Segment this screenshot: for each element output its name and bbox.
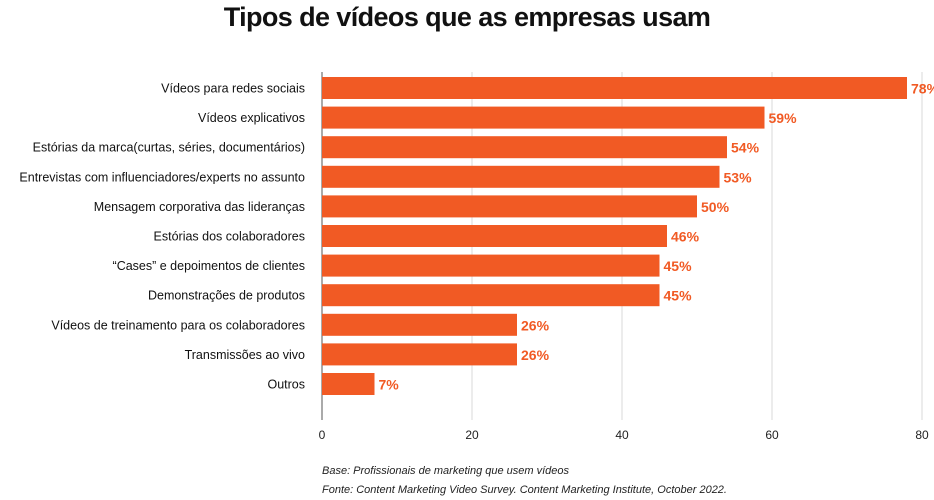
bar bbox=[322, 313, 517, 336]
category-label: Entrevistas com influenciadores/experts … bbox=[19, 170, 305, 184]
bar bbox=[322, 136, 727, 159]
data-label: 26% bbox=[521, 317, 550, 333]
note-base: Base: Profissionais de marketing que use… bbox=[322, 465, 570, 477]
data-label: 45% bbox=[664, 288, 693, 304]
data-label: 54% bbox=[731, 140, 760, 156]
data-label: 50% bbox=[701, 199, 730, 215]
category-label: Estórias dos colaboradores bbox=[154, 230, 305, 244]
data-label: 45% bbox=[664, 258, 693, 274]
bar bbox=[322, 373, 375, 395]
category-label: Estórias da marca(curtas, séries, docume… bbox=[33, 141, 305, 155]
x-tick-label: 60 bbox=[765, 428, 779, 442]
chart-title: Tipos de vídeos que as empresas usam bbox=[223, 2, 711, 32]
category-label: Mensagem corporativa das lideranças bbox=[94, 200, 305, 214]
category-label: Vídeos para redes sociais bbox=[161, 82, 305, 96]
bar bbox=[322, 343, 517, 366]
category-label: Outros bbox=[267, 378, 305, 392]
data-label: 26% bbox=[521, 347, 550, 363]
bar bbox=[322, 225, 667, 247]
bar bbox=[322, 195, 697, 218]
data-label: 7% bbox=[379, 377, 400, 393]
bar bbox=[322, 165, 720, 188]
data-label: 53% bbox=[724, 169, 753, 185]
category-label: Transmissões ao vivo bbox=[185, 348, 305, 362]
bar bbox=[322, 254, 660, 277]
bar bbox=[322, 106, 765, 129]
category-label: Vídeos explicativos bbox=[198, 111, 305, 125]
x-tick-label: 20 bbox=[465, 428, 479, 442]
bar bbox=[322, 77, 907, 99]
data-label: 46% bbox=[671, 229, 700, 245]
bar bbox=[322, 284, 660, 307]
category-label: “Cases” e depoimentos de clientes bbox=[113, 259, 305, 273]
data-label: 78% bbox=[911, 81, 934, 97]
x-tick-label: 0 bbox=[319, 428, 326, 442]
x-tick-label: 40 bbox=[615, 428, 629, 442]
category-label: Demonstrações de produtos bbox=[148, 289, 305, 303]
x-tick-label: 80 bbox=[915, 428, 929, 442]
note-source: Fonte: Content Marketing Video Survey. C… bbox=[322, 484, 727, 496]
data-label: 59% bbox=[769, 110, 798, 126]
category-label: Vídeos de treinamento para os colaborado… bbox=[51, 318, 305, 332]
